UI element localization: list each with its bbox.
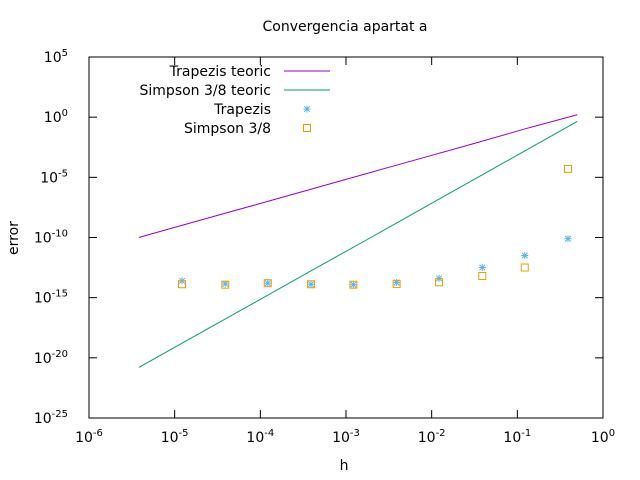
y-tick-label: 10-15 (34, 289, 68, 307)
y-tick-label: 100 (44, 108, 68, 126)
y-axis-title: error (6, 221, 22, 255)
data-point (221, 280, 230, 289)
series-3 (178, 164, 572, 289)
chart-title: Convergencia apartat a (263, 19, 428, 35)
x-axis: 10-6 10-5 10-4 10-3 10-2 10-1 100 (75, 57, 615, 446)
y-tick-label: 10-5 (40, 168, 68, 186)
series-2 (178, 235, 572, 289)
y-tick-label: 10-20 (34, 349, 68, 367)
data-point (349, 281, 357, 289)
y-tick-label: 105 (44, 48, 68, 66)
series-layer (138, 114, 578, 368)
legend-swatch (303, 124, 311, 132)
data-point (307, 280, 315, 288)
y-tick-label: 10-10 (34, 229, 68, 247)
series-1 (138, 121, 578, 368)
data-point (264, 279, 272, 287)
x-tick-label: 10-3 (332, 428, 360, 446)
data-point (392, 279, 401, 288)
x-tick-label: 10-1 (503, 428, 531, 446)
x-tick-label: 10-6 (75, 428, 103, 446)
series-line (138, 121, 578, 368)
legend-label: Trapezis (213, 102, 271, 118)
data-point (478, 264, 486, 272)
series-0 (138, 114, 578, 238)
legend-label: Trapezis teoric (169, 64, 271, 80)
x-tick-label: 10-4 (246, 428, 274, 446)
series-line (138, 114, 578, 238)
legend-swatch (303, 105, 311, 113)
x-tick-label: 10-5 (161, 428, 189, 446)
legend: Trapezis teoric Simpson 3/8 teoric Trapezi… (140, 64, 330, 137)
data-point (306, 280, 315, 289)
x-tick-label: 10-2 (418, 428, 446, 446)
y-tick-label: 10-25 (34, 409, 68, 427)
data-point (349, 280, 358, 289)
data-point (435, 278, 444, 287)
legend-label: Simpson 3/8 (184, 121, 271, 137)
data-point (478, 272, 487, 281)
x-axis-title: h (340, 458, 349, 474)
plot-border (88, 56, 604, 419)
data-point (521, 251, 529, 259)
y-axis: 105 100 10-5 10-10 10-15 10-20 10-25 (34, 48, 603, 427)
data-point (520, 263, 529, 272)
data-point (564, 235, 572, 243)
x-tick-label: 100 (591, 428, 615, 446)
data-point (263, 279, 272, 288)
data-point (178, 280, 187, 289)
legend-label: Simpson 3/8 teoric (140, 83, 271, 99)
data-point (563, 164, 572, 173)
plot-frame (88, 56, 604, 419)
